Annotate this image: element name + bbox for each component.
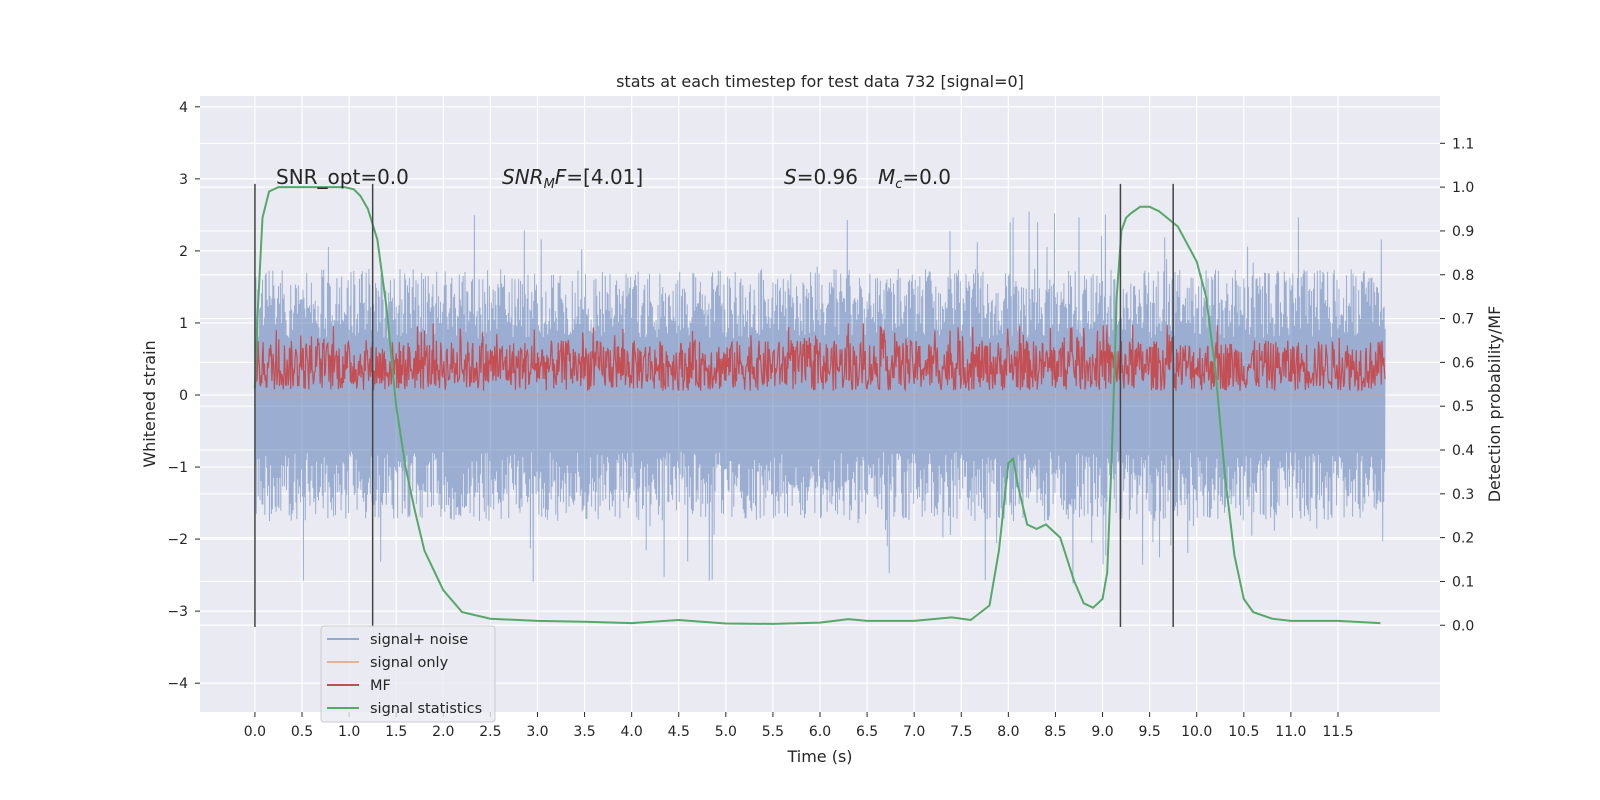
y-axis-label-left: Whitened strain <box>140 340 159 467</box>
annotation-s-name: S <box>784 165 797 189</box>
y-left-tick-label: 1 <box>179 316 188 332</box>
y-left-tick-label: −2 <box>167 532 188 548</box>
y-left-tick-label: −4 <box>167 676 188 692</box>
x-tick-label: 7.0 <box>903 724 925 740</box>
y-right-tick-label: 0.6 <box>1452 355 1474 371</box>
x-tick-label: 10.0 <box>1181 724 1212 740</box>
legend-label-signal-noise: signal+ noise <box>370 632 468 648</box>
x-tick-label: 4.0 <box>621 724 643 740</box>
x-tick-label: 6.0 <box>809 724 831 740</box>
legend-label-signal-statistics: signal statistics <box>370 701 482 717</box>
y-left-tick-label: −1 <box>167 460 188 476</box>
x-tick-label: 4.5 <box>668 724 690 740</box>
x-tick-label: 10.5 <box>1228 724 1259 740</box>
series-signal-statistics <box>253 186 1381 625</box>
x-tick-label: 1.5 <box>385 724 407 740</box>
annotation-s: S=0.96 <box>784 165 858 189</box>
x-tick-label: 1.0 <box>338 724 360 740</box>
annotation-mc-value: =0.0 <box>902 165 951 189</box>
y-left-tick-label: 4 <box>179 100 188 116</box>
legend-box <box>320 625 496 723</box>
x-axis-label: Time (s) <box>786 747 852 766</box>
legend: signal+ noise signal only MF signal stat… <box>320 625 496 723</box>
vertical-markers <box>254 183 1174 627</box>
y-left-tick-label: −3 <box>167 604 188 620</box>
x-tick-label: 2.0 <box>432 724 454 740</box>
y-right-tick-label: 0.3 <box>1452 487 1474 503</box>
x-tick-label: 11.0 <box>1275 724 1306 740</box>
y-right-tick-label: 0.8 <box>1452 268 1474 284</box>
x-tick-label: 0.5 <box>291 724 313 740</box>
annotation-s-value: =0.96 <box>797 165 858 189</box>
y-right-tick-label: 0.0 <box>1452 618 1474 634</box>
annotation-snr-opt: SNR_opt=0.0 <box>276 165 409 189</box>
x-tick-label: 3.5 <box>573 724 595 740</box>
y-right-tick-label: 0.2 <box>1452 531 1474 547</box>
series-signal-noise <box>254 211 1386 584</box>
legend-label-signal-only: signal only <box>370 655 449 671</box>
y-left-tick-label: 0 <box>179 388 188 404</box>
y-right-tick-label: 1.1 <box>1452 136 1474 152</box>
chart-title: stats at each timestep for test data 732… <box>616 72 1024 91</box>
x-tick-label: 8.0 <box>997 724 1019 740</box>
x-tick-label: 9.5 <box>1138 724 1160 740</box>
series-layer <box>253 186 1386 625</box>
x-tick-label: 5.0 <box>715 724 737 740</box>
y-right-tick-label: 0.9 <box>1452 224 1474 240</box>
annotation-mc-sub: c <box>895 177 902 192</box>
annotation-snr-mf-sub: M <box>544 177 555 192</box>
annotation-snr-mf-name: SNR <box>502 165 544 189</box>
series-mf <box>254 323 1386 393</box>
annotation-snr-mf-value: =[4.01] <box>566 165 643 189</box>
y-left-tick-label: 3 <box>179 172 188 188</box>
y-right-tick-label: 1.0 <box>1452 180 1474 196</box>
y-right-tick-label: 0.4 <box>1452 443 1474 459</box>
x-tick-label: 7.5 <box>950 724 972 740</box>
x-tick-label: 11.5 <box>1322 724 1353 740</box>
y-axis-label-right: Detection probability/MF <box>1485 306 1504 503</box>
y-right-tick-label: 0.5 <box>1452 399 1474 415</box>
legend-label-mf: MF <box>370 678 391 694</box>
y-right-tick-label: 0.7 <box>1452 312 1474 328</box>
x-tick-label: 5.5 <box>762 724 784 740</box>
x-tick-label: 3.0 <box>526 724 548 740</box>
x-tick-label: 9.0 <box>1091 724 1113 740</box>
x-tick-label: 8.5 <box>1044 724 1066 740</box>
annotation-mc: Mc=0.0 <box>878 165 951 192</box>
x-tick-label: 2.5 <box>479 724 501 740</box>
y-left-tick-label: 2 <box>179 244 188 260</box>
x-tick-label: 0.0 <box>244 724 266 740</box>
annotation-snr-mf: SNRMF=[4.01] <box>502 165 643 192</box>
axes: 0.0 0.5 1.0 1.5 2.0 2.5 3.0 3.5 4.0 4.5 5.0 5.5 6.0 6… <box>167 100 1474 740</box>
x-tick-label: 6.5 <box>856 724 878 740</box>
y-right-tick-label: 0.1 <box>1452 574 1474 590</box>
annotation-snr-mf-rest: F <box>555 165 567 189</box>
annotation-mc-name: M <box>878 165 895 189</box>
